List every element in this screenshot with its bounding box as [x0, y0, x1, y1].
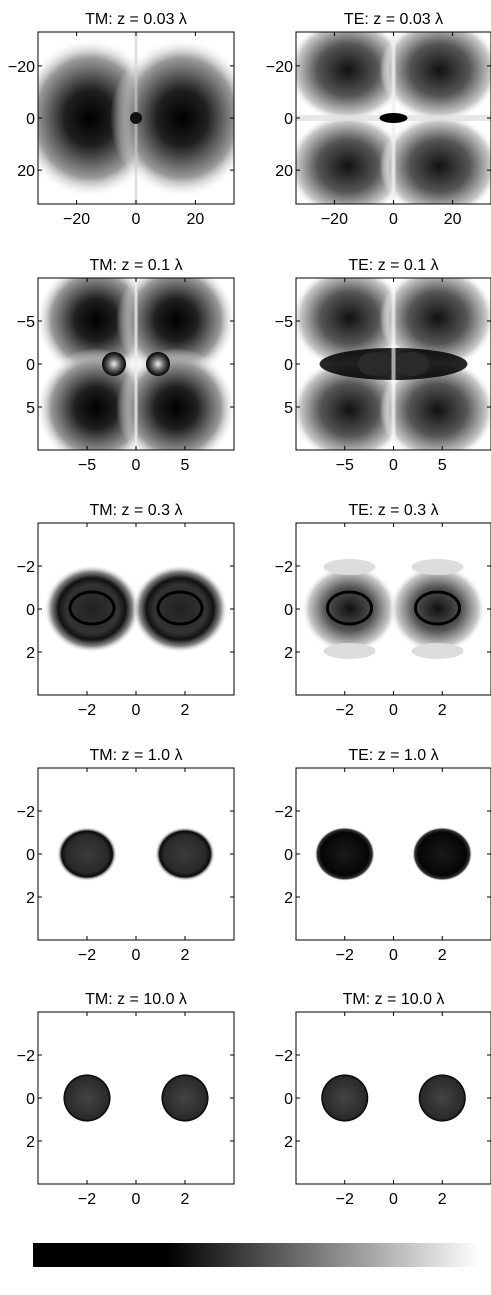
- x-tick-label: 2: [181, 947, 190, 964]
- y-tick-label: 2: [284, 645, 293, 662]
- panel-title: TM: z = 0.1 λ: [90, 257, 183, 274]
- panel-title: TM: z = 0.03 λ: [85, 11, 187, 28]
- heatmap-image: [314, 827, 473, 881]
- y-tick-label: 20: [17, 163, 35, 180]
- panel-10: TM: z = 10.0 λ −2 0 2 −2 0 2: [275, 991, 491, 1208]
- panel-3: TM: z = 0.1 λ −5 0 5 −5 0 5: [17, 257, 235, 474]
- x-tick-label: −2: [78, 947, 96, 964]
- x-tick-label: 0: [389, 947, 398, 964]
- y-tick-label: 2: [26, 1134, 35, 1151]
- y-tick-label: 2: [284, 1134, 293, 1151]
- heatmap-image: [320, 1074, 467, 1122]
- heatmap-image: [57, 827, 215, 881]
- x-tick-label: 5: [181, 457, 190, 474]
- panel-title: TM: z = 10.0 λ: [85, 991, 187, 1008]
- x-tick-label: −2: [336, 1191, 354, 1208]
- panel-4: TE: z = 0.1 λ −5 0 5 −5 0 5: [275, 257, 491, 474]
- y-tick-label: 2: [26, 645, 35, 662]
- y-tick-label: −5: [275, 314, 293, 331]
- y-tick-label: −2: [275, 559, 293, 576]
- y-tick-label: −20: [266, 59, 293, 76]
- x-tick-label: 0: [132, 702, 141, 719]
- y-tick-label: 0: [284, 602, 293, 619]
- y-tick-label: 5: [26, 400, 35, 417]
- x-tick-label: −2: [78, 1191, 96, 1208]
- x-tick-label: −5: [78, 457, 96, 474]
- x-tick-label: 0: [389, 1191, 398, 1208]
- panel-7: TM: z = 1.0 λ −2 0 2 −2 0 2: [17, 747, 235, 964]
- y-tick-label: 0: [26, 602, 35, 619]
- y-tick-label: 2: [284, 890, 293, 907]
- y-tick-label: −2: [275, 804, 293, 821]
- y-tick-label: 0: [26, 847, 35, 864]
- heatmap-image: [63, 1074, 209, 1122]
- y-tick-label: 0: [284, 1091, 293, 1108]
- x-tick-label: 0: [132, 211, 141, 228]
- heatmap-image: [38, 278, 234, 450]
- y-tick-label: 0: [284, 111, 293, 128]
- x-tick-label: −20: [321, 211, 348, 228]
- y-tick-label: 0: [284, 357, 293, 374]
- y-tick-label: 5: [284, 400, 293, 417]
- x-tick-label: 5: [438, 457, 447, 474]
- panel-title: TE: z = 0.1 λ: [348, 257, 438, 274]
- y-tick-label: 0: [26, 1091, 35, 1108]
- heatmap-image: [44, 565, 228, 653]
- y-tick-label: −2: [17, 1048, 35, 1065]
- x-tick-label: 2: [438, 947, 447, 964]
- x-tick-label: −5: [336, 457, 354, 474]
- x-tick-label: 0: [389, 211, 398, 228]
- panel-8: TE: z = 1.0 λ −2 0 2 −2 0 2: [275, 747, 491, 964]
- x-tick-label: 0: [389, 702, 398, 719]
- x-tick-label: 2: [181, 702, 190, 719]
- x-tick-label: 20: [186, 211, 204, 228]
- y-tick-label: 0: [26, 357, 35, 374]
- heatmap-image: [38, 32, 234, 204]
- panel-title: TE: z = 0.3 λ: [348, 502, 438, 519]
- panel-title: TM: z = 0.3 λ: [90, 502, 183, 519]
- panel-title: TM: z = 10.0 λ: [343, 991, 445, 1008]
- x-tick-label: 20: [444, 211, 462, 228]
- x-tick-label: −2: [336, 702, 354, 719]
- x-tick-label: 0: [132, 1191, 141, 1208]
- y-tick-label: 20: [275, 163, 293, 180]
- panel-title: TM: z = 1.0 λ: [90, 747, 183, 764]
- x-tick-label: 2: [181, 1191, 190, 1208]
- panel-6: TE: z = 0.3 λ −2 0 2 −2 0 2: [275, 502, 491, 719]
- panel-9: TM: z = 10.0 λ −2 0 2 −2 0 2: [17, 991, 235, 1208]
- x-tick-label: −2: [78, 702, 96, 719]
- colorbar: [33, 1243, 480, 1267]
- x-tick-label: 2: [438, 702, 447, 719]
- y-tick-label: −20: [8, 59, 35, 76]
- y-tick-label: −2: [17, 804, 35, 821]
- x-tick-label: 0: [132, 947, 141, 964]
- x-tick-label: 0: [389, 457, 398, 474]
- heatmap-image: [296, 32, 491, 204]
- panel-5: TM: z = 0.3 λ −2 0 2 −2 0 2: [17, 502, 235, 719]
- x-tick-label: 0: [132, 457, 141, 474]
- y-tick-label: −5: [17, 314, 35, 331]
- x-tick-label: 2: [438, 1191, 447, 1208]
- x-tick-label: −20: [63, 211, 90, 228]
- y-tick-label: 2: [26, 890, 35, 907]
- panel-2: TE: z = 0.03 λ −20 0 20 −20 0 20: [266, 11, 491, 228]
- heatmap-image: [301, 559, 486, 659]
- y-tick-label: −2: [275, 1048, 293, 1065]
- panel-title: TE: z = 0.03 λ: [344, 11, 443, 28]
- heatmap-image: [296, 278, 491, 450]
- panel-title: TE: z = 1.0 λ: [348, 747, 438, 764]
- y-tick-label: 0: [284, 847, 293, 864]
- panel-1: TM: z = 0.03 λ −20 0 20 −20 0 20: [8, 11, 235, 228]
- y-tick-label: −2: [17, 559, 35, 576]
- x-tick-label: −2: [336, 947, 354, 964]
- y-tick-label: 0: [26, 111, 35, 128]
